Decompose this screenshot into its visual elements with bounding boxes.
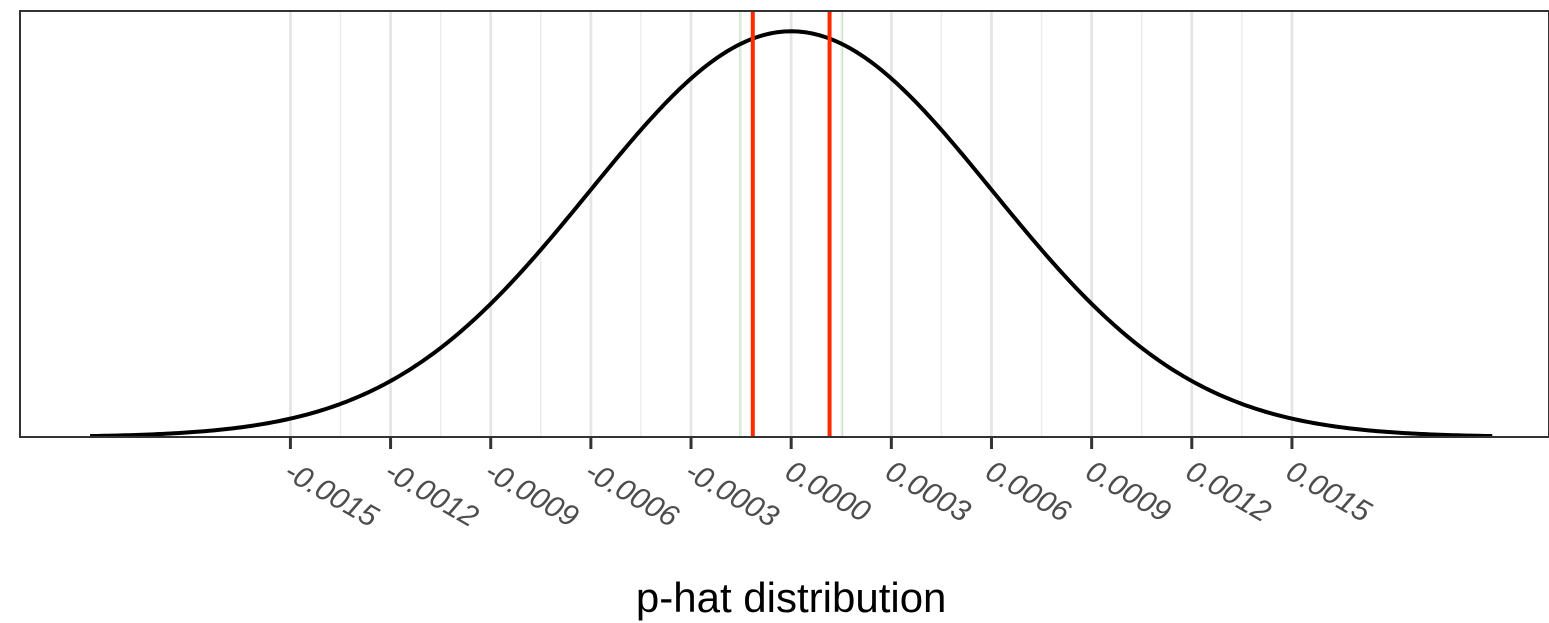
panel-frame bbox=[19, 10, 1549, 438]
x-tick-label: -0.0003 bbox=[680, 454, 785, 534]
faint-reference-lines bbox=[739, 11, 844, 437]
grid-lines bbox=[289, 11, 1294, 437]
x-axis-ticks bbox=[288, 437, 1294, 449]
x-tick-label: -0.0006 bbox=[579, 454, 684, 534]
x-tick-label: 0.0006 bbox=[980, 454, 1076, 529]
x-tick-label: -0.0015 bbox=[279, 454, 384, 534]
x-tick-label: 0.0012 bbox=[1180, 454, 1276, 529]
reference-lines bbox=[750, 11, 832, 437]
x-tick-label: -0.0009 bbox=[479, 454, 584, 534]
x-tick-label: -0.0012 bbox=[379, 454, 484, 534]
density-curves bbox=[90, 29, 1493, 439]
x-tick-label: 0.0000 bbox=[780, 454, 876, 529]
x-axis-tick-labels: -0.0015-0.0012-0.0009-0.0006-0.00030.000… bbox=[279, 454, 1377, 534]
x-tick-label: 0.0009 bbox=[1080, 454, 1176, 529]
x-axis-title: p-hat distribution bbox=[636, 574, 947, 621]
x-tick-label: 0.0015 bbox=[1280, 454, 1376, 529]
density-curve bbox=[90, 29, 1493, 439]
x-tick-label: 0.0003 bbox=[880, 454, 976, 529]
panel-border bbox=[19, 10, 1549, 438]
